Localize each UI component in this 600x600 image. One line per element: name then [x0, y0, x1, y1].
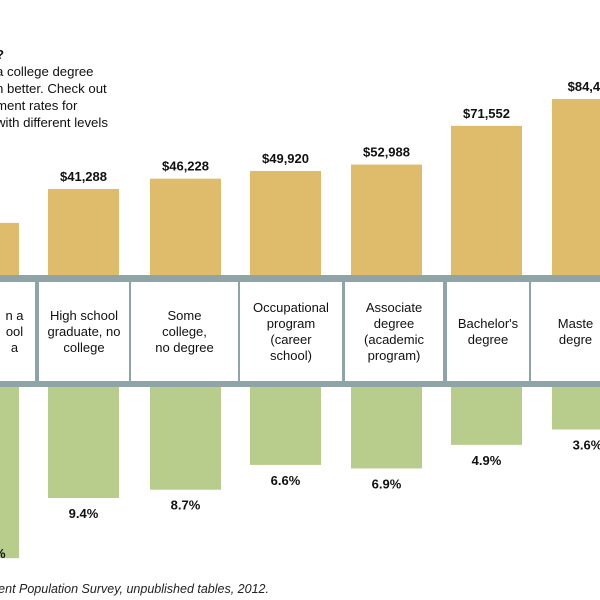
- category-cell: [345, 282, 443, 381]
- category-label: school): [270, 348, 312, 363]
- category-label: degree: [468, 332, 508, 347]
- unemployment-value-label: 3.6%: [573, 438, 600, 453]
- unemployment-value-label: 9.4%: [69, 506, 99, 521]
- category-cell: [240, 282, 342, 381]
- earnings-value-label: $49,920: [262, 151, 309, 166]
- category-cell: [39, 282, 129, 381]
- earnings-bar: [150, 178, 221, 275]
- unemployment-bar: [0, 387, 19, 559]
- intro-question: ?: [0, 46, 146, 63]
- earnings-bar: [250, 170, 321, 275]
- category-cell: [0, 282, 35, 381]
- category-label: a: [11, 340, 19, 355]
- intro-line-4: with different levels: [0, 115, 108, 130]
- category-label: (academic: [364, 332, 424, 347]
- unemployment-value-label: 4.9%: [472, 453, 502, 468]
- unemployment-bar: [150, 387, 221, 490]
- category-label: n a: [5, 308, 24, 323]
- category-label: college,: [162, 324, 207, 339]
- category-label: Occupational: [253, 300, 329, 315]
- category-label: no degree: [155, 340, 214, 355]
- earnings-value-label: $84,44: [568, 79, 600, 94]
- unemployment-value-label: 6.6%: [271, 473, 301, 488]
- earnings-value-label: $46,228: [162, 159, 209, 174]
- unemployment-bar: [250, 387, 321, 465]
- unemployment-bar: [351, 387, 422, 469]
- category-label: college: [63, 340, 104, 355]
- category-label: Some: [168, 308, 202, 323]
- unemployment-bar: [552, 387, 600, 430]
- earnings-value-label: $71,552: [463, 106, 510, 121]
- intro-line-3: ment rates for: [0, 98, 78, 113]
- unemployment-bar: [48, 387, 119, 498]
- category-cell: [131, 282, 238, 381]
- category-label: (career: [270, 332, 312, 347]
- category-label: Associate: [366, 300, 422, 315]
- category-label: program): [368, 348, 421, 363]
- category-cells: [0, 282, 600, 381]
- category-label: degre: [559, 332, 592, 347]
- earnings-bar: [552, 99, 600, 275]
- unemployment-value-label: 6.9%: [372, 476, 402, 491]
- category-label: High school: [50, 308, 118, 323]
- intro-text: ? a college degree n better. Check out m…: [0, 46, 146, 131]
- earnings-value-label: $52,988: [363, 145, 410, 160]
- unemployment-value-label: 8.7%: [171, 498, 201, 513]
- unemployment-value-label-partial: %: [0, 546, 6, 561]
- earnings-bar: [451, 125, 522, 275]
- category-label: graduate, no: [47, 324, 120, 339]
- earnings-bars: [0, 99, 600, 275]
- category-label: degree: [374, 316, 414, 331]
- category-cell: [447, 282, 529, 381]
- source-note: rent Population Survey, unpublished tabl…: [0, 582, 269, 596]
- unemployment-bar: [451, 387, 522, 445]
- intro-line-1: a college degree: [0, 64, 94, 79]
- category-label: ool: [6, 324, 23, 339]
- category-cell: [531, 282, 600, 381]
- earnings-value-label: $41,288: [60, 169, 107, 184]
- category-label: Maste: [558, 316, 593, 331]
- earnings-bar: [351, 164, 422, 275]
- category-label: program: [267, 316, 315, 331]
- category-label: Bachelor's: [458, 316, 519, 331]
- intro-line-2: n better. Check out: [0, 81, 107, 96]
- earnings-bar: [0, 222, 19, 275]
- unemployment-bars: [0, 387, 600, 559]
- earnings-bar: [48, 188, 119, 275]
